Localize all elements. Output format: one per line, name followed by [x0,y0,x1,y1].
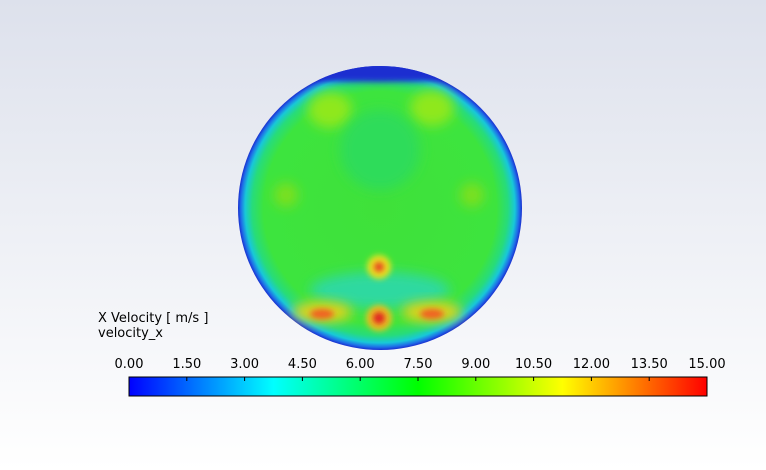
colorbar-tick-label: 10.50 [515,357,552,372]
colorbar-tick-label: 12.00 [573,357,610,372]
colorbar-title: X Velocity [ m/s ] [98,311,208,326]
hotspot [274,183,298,207]
hotspot [410,90,454,126]
hotspot [460,183,484,207]
colorbar-subtitle: velocity_x [98,326,163,341]
hotspot [420,309,444,319]
hotspot [374,262,384,272]
hotspot [310,309,334,319]
domain-disk [238,66,522,350]
lowspot [340,110,420,190]
colorbar-tick-label: 9.00 [461,357,490,372]
colorbar-tick-label: 13.50 [631,357,668,372]
lowspot [310,272,450,308]
colorbar-tick-label: 7.50 [404,357,433,372]
colorbar-tick-label: 15.00 [688,357,725,372]
hotspot [373,312,385,324]
colorbar-tick-label: 0.00 [115,357,144,372]
colorbar-tick-label: 1.50 [172,357,201,372]
colorbar-tick-label: 4.50 [288,357,317,372]
colorbar-tick-label: 3.00 [230,357,259,372]
colorbar-tick-label: 6.00 [346,357,375,372]
hotspot [308,92,352,128]
